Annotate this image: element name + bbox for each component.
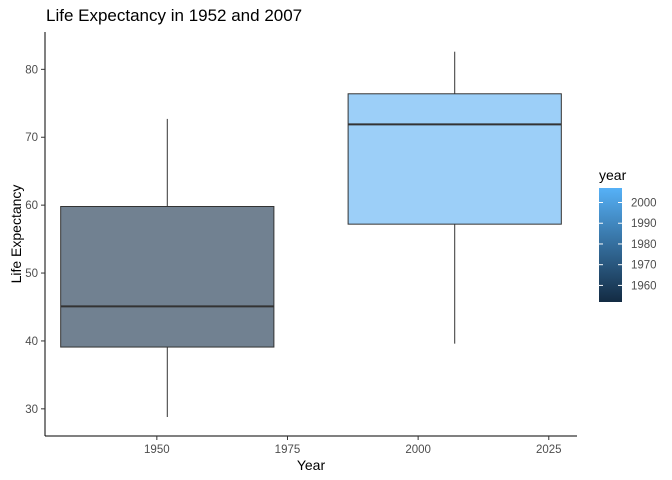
y-tick-label: 80 xyxy=(25,64,38,76)
chart-title: Life Expectancy in 1952 and 2007 xyxy=(46,6,302,25)
y-tick-label: 50 xyxy=(25,268,38,280)
legend-tick-label: 2000 xyxy=(631,198,657,210)
legend-ticks: 1960 1970 1980 1990 2000 xyxy=(599,198,657,292)
legend-tick-label: 1990 xyxy=(631,218,657,230)
x-tick-label: 1975 xyxy=(275,444,301,456)
box-1952 xyxy=(60,118,275,417)
x-tick-label: 2000 xyxy=(405,444,431,456)
plot-panel xyxy=(60,51,562,417)
x-axis: 1950 1975 2000 2025 xyxy=(45,435,577,456)
legend-tick-label: 1980 xyxy=(631,239,657,251)
box-body xyxy=(347,93,562,225)
y-tick-label: 70 xyxy=(25,132,38,144)
x-tick-label: 2025 xyxy=(536,444,562,456)
y-tick-label: 40 xyxy=(25,336,38,348)
y-axis-title: Life Expectancy xyxy=(8,185,24,284)
box-body xyxy=(60,206,275,348)
legend-title: year xyxy=(599,167,627,183)
x-tick-label: 1950 xyxy=(144,444,170,456)
y-axis: 30 40 50 60 70 80 xyxy=(25,32,46,436)
x-axis-title: Year xyxy=(297,457,326,473)
y-tick-label: 60 xyxy=(25,200,38,212)
y-tick-label: 30 xyxy=(25,404,38,416)
box-2007 xyxy=(347,51,562,344)
legend-tick-label: 1970 xyxy=(631,260,657,272)
legend-colorbar xyxy=(599,188,622,302)
legend: year 1960 1970 1980 1990 2000 xyxy=(599,167,657,302)
legend-tick-label: 1960 xyxy=(631,280,657,292)
